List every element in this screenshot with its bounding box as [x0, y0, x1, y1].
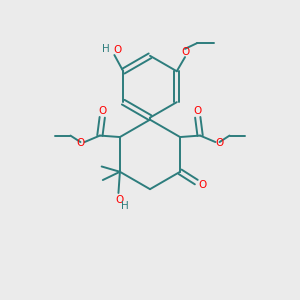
Text: H: H: [102, 44, 110, 54]
Text: O: O: [76, 138, 85, 148]
Text: O: O: [99, 106, 107, 116]
Text: O: O: [116, 195, 124, 205]
Text: O: O: [113, 45, 122, 55]
Text: O: O: [182, 47, 190, 57]
Text: O: O: [198, 180, 206, 190]
Text: O: O: [194, 106, 202, 116]
Text: O: O: [215, 138, 224, 148]
Text: H: H: [121, 201, 129, 211]
